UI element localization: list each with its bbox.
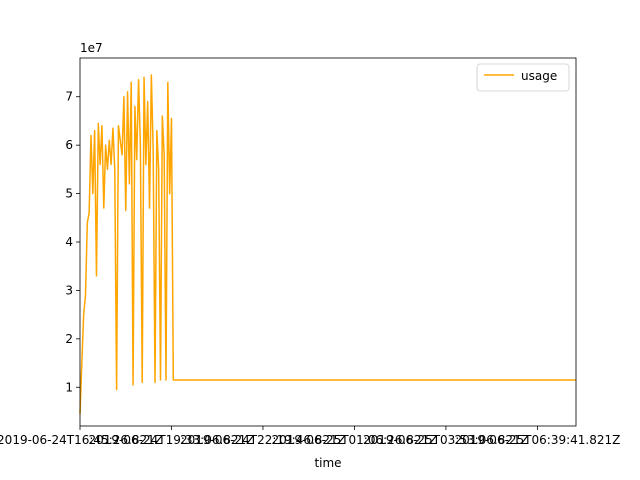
y-tick-label: 6 [65, 138, 73, 152]
x-axis-label: time [314, 456, 341, 470]
y-axis-offset-label: 1e7 [80, 41, 103, 55]
x-tick-label: 2019-06-24T16:45:26.821Z [0, 433, 163, 447]
plot-area [79, 57, 577, 427]
y-tick-label: 4 [65, 235, 73, 249]
y-tick-label: 3 [65, 283, 73, 297]
x-tick-label: 2019-06-25T06:39:41.821Z [454, 433, 620, 447]
y-tick-label: 7 [65, 90, 73, 104]
y-tick-label: 2 [65, 332, 73, 346]
x-tick-label: 2019-06-25T03:53:06.821Z [363, 433, 529, 447]
y-axis-ticks: 1 2 3 4 5 6 7 [65, 90, 80, 394]
x-axis-ticks: 2019-06-24T16:45:26.821Z2019-06-24T19:33… [0, 426, 620, 447]
x-tick-label: 2019-06-24T22:19:46.821Z [180, 433, 346, 447]
x-tick-label: 2019-06-24T19:33:06.821Z [89, 433, 255, 447]
legend: usage [476, 63, 570, 92]
y-tick-label: 5 [65, 187, 73, 201]
legend-box [476, 63, 570, 92]
legend-label-usage: usage [521, 69, 557, 83]
series-line-usage [79, 74, 576, 414]
x-tick-label: 2019-06-25T01:06:26.821Z [271, 433, 437, 447]
y-tick-label: 1 [65, 380, 73, 394]
